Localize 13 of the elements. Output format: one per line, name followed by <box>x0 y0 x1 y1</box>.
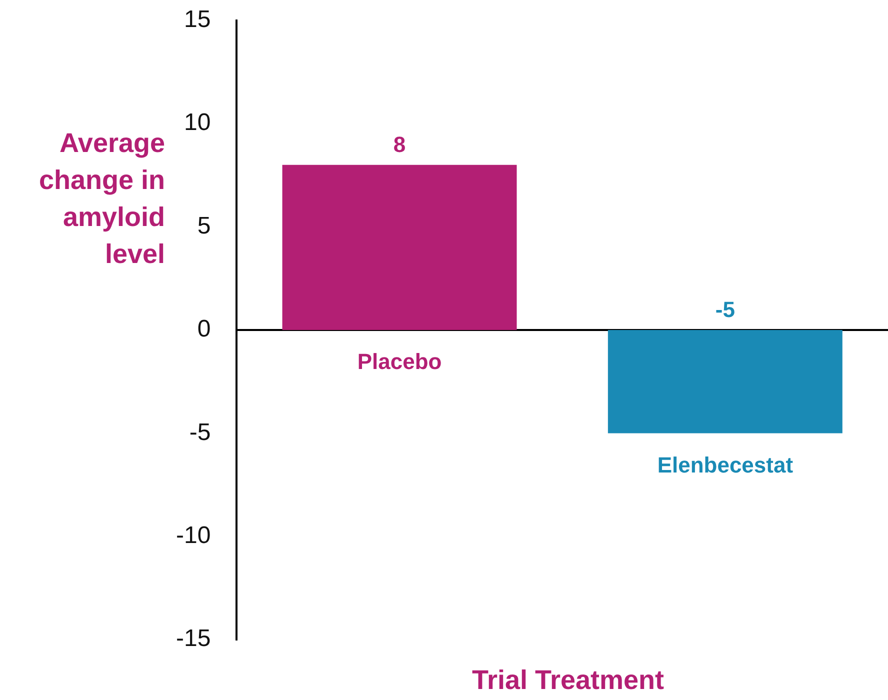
x-tick-label: Elenbecestat <box>657 452 794 478</box>
y-axis-title: Average change in amyloid level <box>38 127 165 271</box>
data-label: 8 <box>393 132 406 157</box>
y-tick-label: -15 <box>176 625 211 652</box>
y-tick-label: -5 <box>189 418 211 446</box>
x-axis-title: Trial Treatment <box>470 665 666 696</box>
x-tick-label: Placebo <box>357 349 442 374</box>
y-tick-label: -10 <box>176 522 211 550</box>
y-tick-label: 10 <box>184 109 211 136</box>
y-tick-label: 5 <box>197 212 211 240</box>
y-tick-label: 0 <box>197 316 211 343</box>
data-label: -5 <box>715 297 735 322</box>
y-tick-label: 15 <box>184 6 211 34</box>
